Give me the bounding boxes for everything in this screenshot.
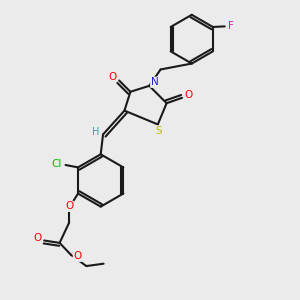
Text: Cl: Cl [52,159,62,170]
Text: O: O [184,91,193,100]
Text: O: O [34,233,42,243]
Text: S: S [155,126,162,136]
Text: F: F [228,21,234,31]
Text: H: H [92,127,99,137]
Text: O: O [109,72,117,82]
Text: O: O [65,201,73,211]
Text: N: N [151,77,158,87]
Text: O: O [73,251,82,261]
